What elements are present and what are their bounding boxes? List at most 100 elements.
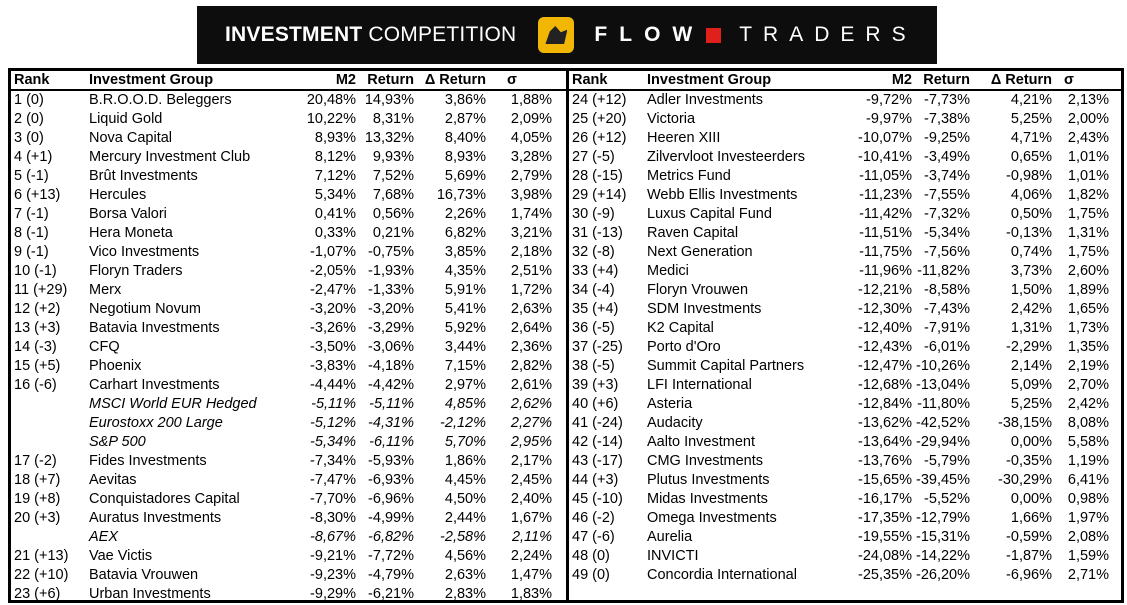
cell-ret: -13,04% bbox=[915, 377, 970, 393]
cell-rank: 11 (+29) bbox=[14, 282, 68, 298]
table-row: 30 (-9) Luxus Capital Fund -11,42% -7,32% 0,… bbox=[569, 205, 1121, 224]
table-row: 6 (+13) Hercules 5,34% 7,68% 16,73% 3,98% bbox=[11, 186, 566, 205]
table-row: 46 (-2) Omega Investments -17,35% -12,79% 1,… bbox=[569, 509, 1121, 528]
cell-dret: 0,00% bbox=[1010, 491, 1052, 507]
table-row: 7 (-1) Borsa Valori 0,41% 0,56% 2,26% 1,74% bbox=[11, 205, 566, 224]
cell-group: LFI International bbox=[647, 377, 752, 393]
header-ret: Return bbox=[923, 72, 970, 88]
cell-sigma: 2,60% bbox=[1067, 263, 1109, 279]
cell-rank: 9 (-1) bbox=[14, 244, 49, 260]
cell-sigma: 1,97% bbox=[1067, 510, 1109, 526]
table-row: 3 (0) Nova Capital 8,93% 13,32% 8,40% 4,05% bbox=[11, 129, 566, 148]
cell-group: Next Generation bbox=[647, 244, 753, 260]
cell-sigma: 2,71% bbox=[1067, 567, 1109, 583]
cell-rank: 46 (-2) bbox=[572, 510, 615, 526]
cell-dret: 5,69% bbox=[444, 168, 486, 184]
cell-m2: -10,07% bbox=[857, 130, 912, 146]
cell-ret: -9,25% bbox=[924, 130, 970, 146]
cell-dret: 2,97% bbox=[444, 377, 486, 393]
header-sigma: σ bbox=[507, 72, 517, 88]
cell-m2: 8,93% bbox=[314, 130, 356, 146]
cell-group: Phoenix bbox=[89, 358, 142, 374]
cell-rank: 33 (+4) bbox=[572, 263, 619, 279]
cell-ret: -6,96% bbox=[368, 491, 414, 507]
cell-ret: -6,01% bbox=[924, 339, 970, 355]
cell-group: Carhart Investments bbox=[89, 377, 220, 393]
cell-ret: -29,94% bbox=[915, 434, 970, 450]
cell-m2: -12,68% bbox=[857, 377, 912, 393]
table-row: 16 (-6) Carhart Investments -4,44% -4,42% 2,… bbox=[11, 376, 566, 395]
table-row: 10 (-1) Floryn Traders -2,05% -1,93% 4,35% 2,… bbox=[11, 262, 566, 281]
cell-ret: -8,58% bbox=[924, 282, 970, 298]
cell-dret: 3,85% bbox=[444, 244, 486, 260]
cell-dret: 2,87% bbox=[444, 111, 486, 127]
cell-sigma: 3,28% bbox=[510, 149, 552, 165]
cell-sigma: 1,74% bbox=[510, 206, 552, 222]
cell-sigma: 1,01% bbox=[1067, 168, 1109, 184]
cell-sigma: 2,19% bbox=[1067, 358, 1109, 374]
table-row: 48 (0) INVICTI -24,08% -14,22% -1,87% 1,59% bbox=[569, 547, 1121, 566]
cell-sigma: 1,65% bbox=[1067, 301, 1109, 317]
cell-dret: 5,25% bbox=[1010, 111, 1052, 127]
cell-ret: -1,33% bbox=[368, 282, 414, 298]
cell-group: Adler Investments bbox=[647, 92, 764, 108]
cell-dret: 5,25% bbox=[1010, 396, 1052, 412]
cell-sigma: 2,08% bbox=[1067, 529, 1109, 545]
cell-group: Vico Investments bbox=[89, 244, 200, 260]
cell-rank: 45 (-10) bbox=[572, 491, 623, 507]
cell-sigma: 1,59% bbox=[1067, 548, 1109, 564]
cell-m2: 8,12% bbox=[314, 149, 356, 165]
cell-sigma: 3,98% bbox=[510, 187, 552, 203]
header-rank: Rank bbox=[572, 72, 608, 88]
table-row: 42 (-14) Aalto Investment -13,64% -29,94% 0,… bbox=[569, 433, 1121, 452]
cell-group: Porto d'Oro bbox=[647, 339, 721, 355]
table-row: 31 (-13) Raven Capital -11,51% -5,34% -0,13%… bbox=[569, 224, 1121, 243]
cell-m2: -8,67% bbox=[310, 529, 356, 545]
cell-dret: -0,13% bbox=[1006, 225, 1052, 241]
cell-ret: -4,18% bbox=[368, 358, 414, 374]
cell-rank: 43 (-17) bbox=[572, 453, 623, 469]
cell-ret: 0,56% bbox=[372, 206, 414, 222]
cell-sigma: 2,40% bbox=[510, 491, 552, 507]
cell-rank: 12 (+2) bbox=[14, 301, 61, 317]
cell-ret: -0,75% bbox=[368, 244, 414, 260]
header-m2: M2 bbox=[891, 72, 912, 88]
cell-rank: 15 (+5) bbox=[14, 358, 61, 374]
cell-m2: -9,21% bbox=[310, 548, 356, 564]
cell-ret: -14,22% bbox=[915, 548, 970, 564]
cell-ret: -4,42% bbox=[368, 377, 414, 393]
table-row: 35 (+4) SDM Investments -12,30% -7,43% 2,42%… bbox=[569, 300, 1121, 319]
table-row: 49 (0) Concordia International -25,35% -26,… bbox=[569, 566, 1121, 585]
cell-group: Nova Capital bbox=[89, 130, 173, 146]
cell-ret: -7,91% bbox=[924, 320, 970, 336]
cell-m2: -11,96% bbox=[859, 263, 912, 279]
cell-ret: -39,45% bbox=[915, 472, 970, 488]
cell-dret: 0,74% bbox=[1010, 244, 1052, 260]
cell-m2: -3,20% bbox=[310, 301, 356, 317]
cell-m2: -25,35% bbox=[857, 567, 912, 583]
cell-rank: 34 (-4) bbox=[572, 282, 615, 298]
cell-rank: 39 (+3) bbox=[572, 377, 619, 393]
cell-m2: -8,30% bbox=[310, 510, 356, 526]
cell-m2: -11,23% bbox=[859, 187, 912, 203]
table-row: 14 (-3) CFQ -3,50% -3,06% 3,44% 2,36% bbox=[11, 338, 566, 357]
cell-sigma: 5,58% bbox=[1067, 434, 1109, 450]
cell-dret: 2,63% bbox=[444, 567, 486, 583]
cell-m2: -3,26% bbox=[310, 320, 356, 336]
banner-title-rest: COMPETITION bbox=[362, 23, 517, 46]
cell-ret: 13,32% bbox=[364, 130, 414, 146]
table-row: 34 (-4) Floryn Vrouwen -12,21% -8,58% 1,50% 1… bbox=[569, 281, 1121, 300]
cell-group: Aalto Investment bbox=[647, 434, 755, 450]
cell-sigma: 2,36% bbox=[510, 339, 552, 355]
cell-rank: 32 (-8) bbox=[572, 244, 615, 260]
cell-m2: -11,05% bbox=[859, 168, 912, 184]
cell-rank: 7 (-1) bbox=[14, 206, 49, 222]
cell-m2: -12,30% bbox=[857, 301, 912, 317]
cell-group: Asteria bbox=[647, 396, 693, 412]
table-row: 36 (-5) K2 Capital -12,40% -7,91% 1,31% 1,73% bbox=[569, 319, 1121, 338]
cell-rank: 47 (-6) bbox=[572, 529, 615, 545]
cell-rank: 3 (0) bbox=[14, 130, 44, 146]
cell-m2: -12,40% bbox=[857, 320, 912, 336]
cell-rank: 13 (+3) bbox=[14, 320, 61, 336]
cell-rank: 28 (-15) bbox=[572, 168, 623, 184]
